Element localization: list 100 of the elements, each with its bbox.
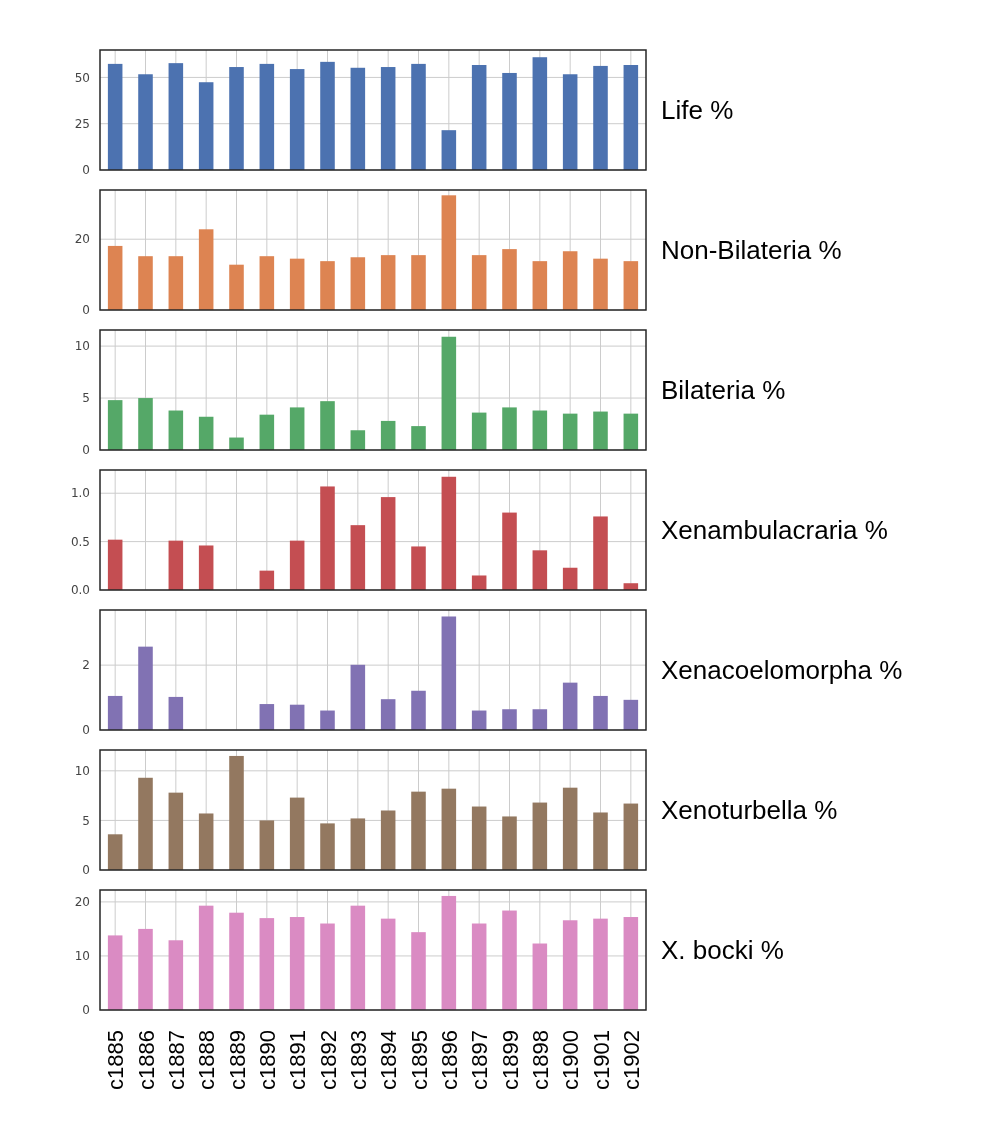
bar (320, 823, 335, 870)
y-axis-title: Xenambulacraria % (661, 515, 888, 546)
bar (198, 813, 214, 870)
bar (350, 257, 366, 310)
x-tick-label: c1902 (618, 1030, 644, 1090)
bar (320, 486, 335, 590)
x-tick-label: c1891 (285, 1030, 311, 1090)
bar (593, 516, 608, 590)
y-axis-title: Xenoturbella % (661, 795, 838, 826)
y-tick-label: 5 (82, 391, 90, 406)
x-tick-label: c1893 (345, 1030, 371, 1090)
x-tick-label: c1896 (436, 1030, 462, 1090)
bar (320, 261, 335, 310)
bar (320, 61, 335, 170)
bar (350, 818, 366, 870)
y-tick-label: 5 (82, 813, 90, 828)
bar (320, 401, 335, 450)
bar (259, 414, 275, 450)
bar (562, 251, 578, 310)
bar (502, 407, 517, 450)
bar (289, 704, 305, 730)
bar (198, 416, 214, 450)
bar (229, 67, 244, 170)
bar (562, 920, 578, 1010)
bar (502, 709, 517, 730)
bar (320, 710, 335, 730)
bar (562, 413, 578, 450)
y-axis-title: Life % (661, 95, 734, 126)
y-tick-label: 50 (74, 70, 90, 85)
x-tick-label: c1889 (224, 1030, 250, 1090)
bar (623, 413, 639, 450)
x-tick-label: c1899 (497, 1030, 523, 1090)
bar (593, 695, 608, 730)
bar (623, 699, 639, 730)
bar (562, 74, 578, 170)
bar (623, 917, 639, 1010)
bar (532, 550, 548, 590)
bar (593, 411, 608, 450)
bar (138, 256, 153, 310)
bar (107, 63, 123, 170)
x-tick-label: c1897 (467, 1030, 493, 1090)
bar (350, 664, 366, 730)
bar (471, 806, 487, 870)
bar (168, 940, 184, 1010)
x-tick-label: c1898 (527, 1030, 553, 1090)
bar (471, 575, 487, 590)
y-tick-label: 10 (74, 949, 90, 964)
bar (471, 65, 487, 170)
bar (502, 816, 517, 870)
y-tick-label: 25 (74, 116, 90, 131)
bar (168, 63, 184, 170)
bar (593, 812, 608, 870)
bar (441, 195, 457, 310)
bar (138, 928, 153, 1010)
y-tick-label: 0 (82, 723, 90, 738)
bar (198, 229, 214, 310)
bar (502, 512, 517, 590)
bar (532, 943, 548, 1010)
y-axis-title: Non-Bilateria % (661, 235, 842, 266)
bar (259, 918, 275, 1010)
bar (138, 646, 153, 730)
x-tick-label: c1900 (558, 1030, 584, 1090)
bar (471, 412, 487, 450)
bar (168, 792, 184, 870)
bar (411, 546, 426, 590)
bar (229, 437, 244, 450)
bar (562, 682, 578, 730)
y-axis-title: Bilateria % (661, 375, 786, 406)
bar (411, 690, 426, 730)
bar (350, 525, 366, 590)
x-tick-label: c1892 (315, 1030, 341, 1090)
x-tick-label: c1901 (588, 1030, 614, 1090)
bar (593, 258, 608, 310)
bar (138, 398, 153, 450)
bar (107, 695, 123, 730)
bar (411, 255, 426, 310)
y-tick-label: 1.0 (70, 486, 90, 501)
bar (198, 905, 214, 1010)
bar (593, 65, 608, 170)
y-axis-title: X. bocki % (661, 935, 784, 966)
bar (138, 777, 153, 870)
bar (350, 430, 366, 450)
bar (441, 336, 457, 450)
bar (320, 923, 335, 1010)
bar (229, 912, 244, 1010)
bar (107, 935, 123, 1010)
bar (623, 803, 639, 870)
bar (471, 923, 487, 1010)
bar (380, 497, 396, 590)
bar (380, 918, 396, 1010)
bar (289, 258, 305, 310)
bar (411, 426, 426, 450)
bar (502, 72, 517, 170)
bar (471, 255, 487, 310)
bar (623, 261, 639, 310)
bar (350, 67, 366, 170)
bar (107, 834, 123, 870)
bar (107, 245, 123, 310)
y-tick-label: 0 (82, 443, 90, 458)
y-tick-label: 10 (74, 764, 90, 779)
